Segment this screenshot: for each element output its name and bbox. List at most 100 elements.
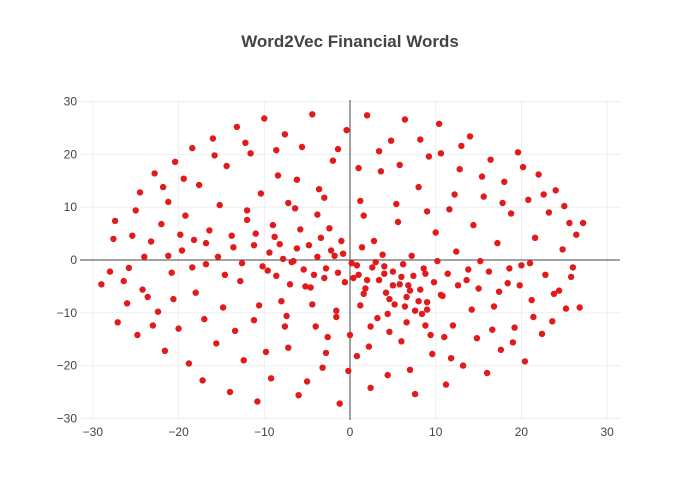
data-point	[285, 344, 292, 351]
data-point	[252, 230, 259, 237]
zero-lines	[80, 100, 620, 420]
data-point	[403, 319, 410, 326]
data-point	[178, 247, 186, 254]
data-point	[446, 206, 453, 213]
data-point	[367, 323, 374, 330]
data-point	[501, 178, 508, 185]
data-point	[129, 232, 136, 239]
data-point	[298, 143, 306, 151]
data-point	[382, 289, 390, 296]
data-point	[180, 175, 187, 182]
data-point	[384, 310, 391, 318]
data-point	[297, 226, 304, 233]
data-point	[110, 235, 117, 243]
data-point	[254, 398, 261, 405]
data-point	[159, 183, 167, 191]
data-point	[473, 335, 481, 342]
data-point	[257, 190, 265, 197]
data-point	[345, 367, 352, 375]
data-point	[363, 276, 371, 284]
data-point	[315, 186, 323, 193]
data-point	[199, 377, 206, 384]
data-point	[309, 111, 316, 118]
data-point	[182, 212, 189, 219]
data-point	[509, 339, 517, 346]
data-point	[362, 285, 369, 292]
data-point	[134, 331, 141, 339]
data-point	[273, 147, 280, 154]
data-point	[291, 205, 299, 212]
data-point	[391, 301, 398, 308]
data-point	[305, 242, 313, 249]
data-point	[255, 302, 263, 309]
data-point	[247, 150, 254, 157]
data-point	[422, 322, 429, 329]
data-point	[398, 273, 405, 281]
data-point	[329, 157, 337, 164]
data-point	[579, 219, 587, 227]
data-point	[106, 268, 114, 275]
data-point	[365, 343, 373, 350]
data-point	[403, 293, 410, 301]
data-point	[567, 273, 575, 281]
data-point	[418, 310, 426, 318]
data-point	[314, 253, 321, 260]
data-point	[456, 166, 463, 173]
data-point	[111, 217, 119, 225]
data-point	[410, 272, 417, 279]
data-point	[195, 181, 203, 189]
data-point	[514, 149, 522, 156]
data-point	[379, 251, 386, 258]
data-point	[399, 261, 407, 268]
data-point	[219, 304, 227, 311]
y-tick-label: 20	[64, 147, 78, 161]
data-point	[415, 183, 422, 191]
chart-title: Word2Vec Financial Words	[241, 32, 459, 51]
data-point	[209, 135, 217, 142]
data-point	[285, 199, 292, 207]
data-point	[228, 232, 235, 239]
data-point	[302, 283, 309, 290]
data-point	[264, 267, 271, 274]
data-point	[242, 139, 249, 146]
data-point	[274, 172, 282, 179]
data-point	[250, 242, 258, 249]
data-point	[161, 347, 169, 354]
data-point	[327, 247, 335, 254]
data-point	[377, 168, 385, 175]
data-point	[348, 260, 355, 267]
x-tick-label: −20	[168, 425, 189, 439]
data-point	[480, 193, 487, 200]
data-point	[478, 173, 486, 180]
data-point	[360, 290, 367, 297]
data-point	[401, 116, 409, 123]
data-point	[338, 237, 345, 245]
data-point	[406, 287, 414, 294]
data-point	[334, 269, 342, 276]
data-point	[136, 189, 144, 196]
data-point	[324, 333, 331, 341]
data-point	[387, 137, 395, 144]
data-point	[238, 260, 246, 267]
data-point	[192, 289, 199, 296]
data-point	[511, 324, 518, 331]
data-point	[223, 162, 230, 170]
data-point	[375, 276, 383, 284]
data-point	[266, 249, 273, 256]
data-point	[381, 270, 388, 277]
x-tick-label: −10	[254, 425, 275, 439]
data-point	[312, 323, 319, 330]
data-point	[271, 233, 278, 240]
data-point	[226, 388, 234, 396]
data-point	[540, 191, 547, 198]
data-point	[221, 271, 229, 278]
data-point	[497, 346, 505, 353]
data-point	[504, 280, 511, 287]
data-point	[165, 198, 172, 206]
data-point	[458, 142, 465, 150]
data-points	[98, 111, 587, 407]
data-point	[333, 313, 340, 321]
data-point	[451, 191, 458, 198]
data-point	[355, 271, 362, 278]
